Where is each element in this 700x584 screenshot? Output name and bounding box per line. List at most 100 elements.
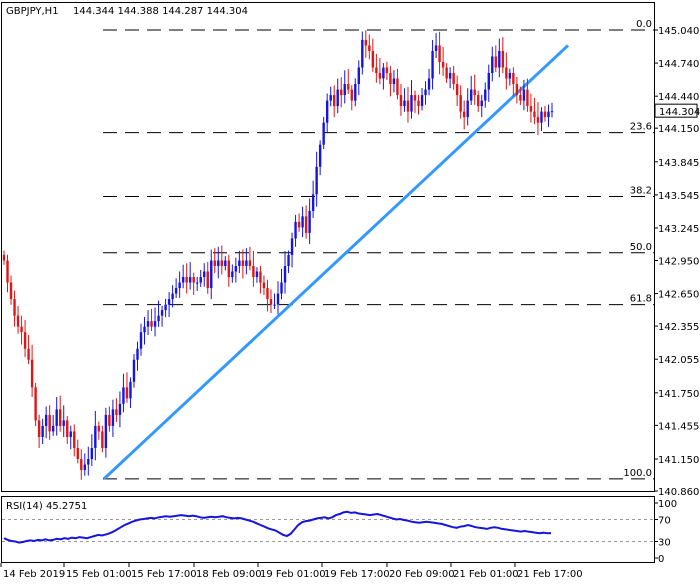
bear-candle-body [494, 56, 497, 68]
fib-level-label: 0.0 [636, 19, 652, 30]
bear-candle-body [515, 84, 519, 96]
fib-level-label: 38.2 [630, 186, 652, 197]
bull-candle-body [294, 221, 297, 239]
bear-candle-body [452, 73, 455, 85]
time-tick-label: 15 Feb 01:00 [66, 569, 132, 580]
bear-candle-body [519, 95, 522, 101]
bear-candle-body [20, 326, 23, 333]
bull-candle-body [90, 447, 94, 460]
price-tick-label: 145.040 [658, 26, 699, 37]
bull-candle-body [136, 348, 139, 360]
bull-candle-body [122, 387, 125, 404]
bull-candle-body [143, 326, 146, 333]
bull-candle-body [178, 282, 181, 289]
bull-candle-body [132, 359, 136, 382]
bear-candle-body [259, 271, 262, 283]
bear-candle-body [473, 89, 476, 96]
bear-candle-body [266, 288, 269, 300]
bear-candle-body [501, 50, 505, 68]
time-tick-label: 21 Feb 17:00 [517, 569, 583, 580]
bear-candle-body [512, 73, 515, 85]
bear-candle-body [227, 260, 231, 278]
bull-candle-body [498, 50, 501, 68]
bull-candle-body [357, 67, 360, 85]
bull-candle-body [392, 78, 396, 85]
price-tick-label: 141.150 [658, 455, 699, 466]
bull-candle-body [83, 464, 86, 471]
bear-candle-body [269, 299, 273, 305]
bull-candle-body [315, 166, 318, 195]
bear-candle-body [48, 414, 51, 432]
bear-candle-body [304, 216, 308, 233]
bull-candle-body [484, 89, 487, 101]
bear-candle-body [97, 425, 101, 432]
bear-candle-body [406, 100, 410, 112]
bull-candle-body [410, 95, 413, 112]
price-tick-label: 143.845 [658, 158, 699, 169]
price-tick-label: 142.950 [658, 257, 699, 268]
bear-candle-body [371, 50, 375, 68]
bull-candle-body [280, 282, 283, 294]
bull-candle-body [491, 56, 494, 74]
price-panel[interactable] [1, 2, 655, 492]
bull-candle-body [55, 409, 58, 426]
bear-candle-body [368, 45, 371, 51]
bull-candle-body [157, 315, 160, 322]
bear-candle-body [333, 95, 336, 107]
time-tick-label: 19 Feb 01:00 [260, 569, 326, 580]
bull-candle-body [343, 84, 346, 96]
bull-candle-body [153, 321, 157, 327]
bull-candle-body [139, 332, 143, 349]
bull-candle-body [448, 73, 452, 79]
bull-candle-body [94, 425, 97, 448]
support-trendline [102, 44, 570, 480]
time-tick-label: 21 Feb 01:00 [453, 569, 519, 580]
time-tick-label: 18 Feb 09:00 [196, 569, 262, 580]
bear-candle-body [399, 95, 403, 107]
bull-candle-body [44, 414, 48, 426]
bull-candle-body [188, 277, 192, 283]
price-tick-label: 143.545 [658, 191, 699, 202]
rsi-line [3, 510, 552, 544]
ohlc-readout: 144.344 144.388 144.287 144.304 [73, 6, 248, 17]
bear-candle-body [30, 359, 34, 388]
candles [2, 30, 554, 480]
trendline-group [102, 44, 570, 480]
bull-candle-body [470, 89, 473, 101]
bear-candle-body [459, 95, 462, 112]
bear-candle-body [9, 282, 13, 300]
bear-candle-body [364, 39, 368, 46]
bull-candle-body [273, 304, 276, 306]
rsi-panel[interactable] [1, 496, 655, 563]
bear-candle-body [73, 431, 76, 448]
bull-candle-body [199, 277, 202, 283]
bear-candle-body [526, 89, 529, 107]
bull-candle-body [403, 100, 406, 107]
bear-candle-body [396, 78, 399, 96]
bull-candle-body [129, 381, 132, 399]
bear-candle-body [192, 277, 195, 283]
bull-candle-body [171, 293, 174, 300]
bear-candle-body [206, 271, 209, 289]
fib-level-label: 100.0 [623, 468, 652, 479]
rsi-axis: 100 70 30 0 [654, 499, 677, 565]
bear-candle-body [23, 332, 27, 349]
bear-candle-body [438, 45, 441, 62]
bear-candle-body [375, 67, 378, 74]
bear-candle-body [252, 266, 255, 278]
bull-candle-body [466, 100, 469, 118]
bull-candle-body [164, 304, 167, 311]
bear-candle-body [262, 282, 266, 289]
bear-candle-body [115, 409, 118, 415]
bull-candle-body [431, 50, 434, 79]
bull-candle-body [547, 111, 550, 118]
price-tick-label: 144.440 [658, 92, 699, 103]
bull-candle-body [382, 67, 385, 79]
bull-candle-body [550, 111, 554, 113]
bull-candle-body [118, 403, 122, 415]
bear-candle-body [150, 321, 153, 327]
bull-candle-body [283, 266, 287, 283]
bear-candle-body [385, 67, 389, 74]
bull-candle-body [196, 282, 199, 284]
